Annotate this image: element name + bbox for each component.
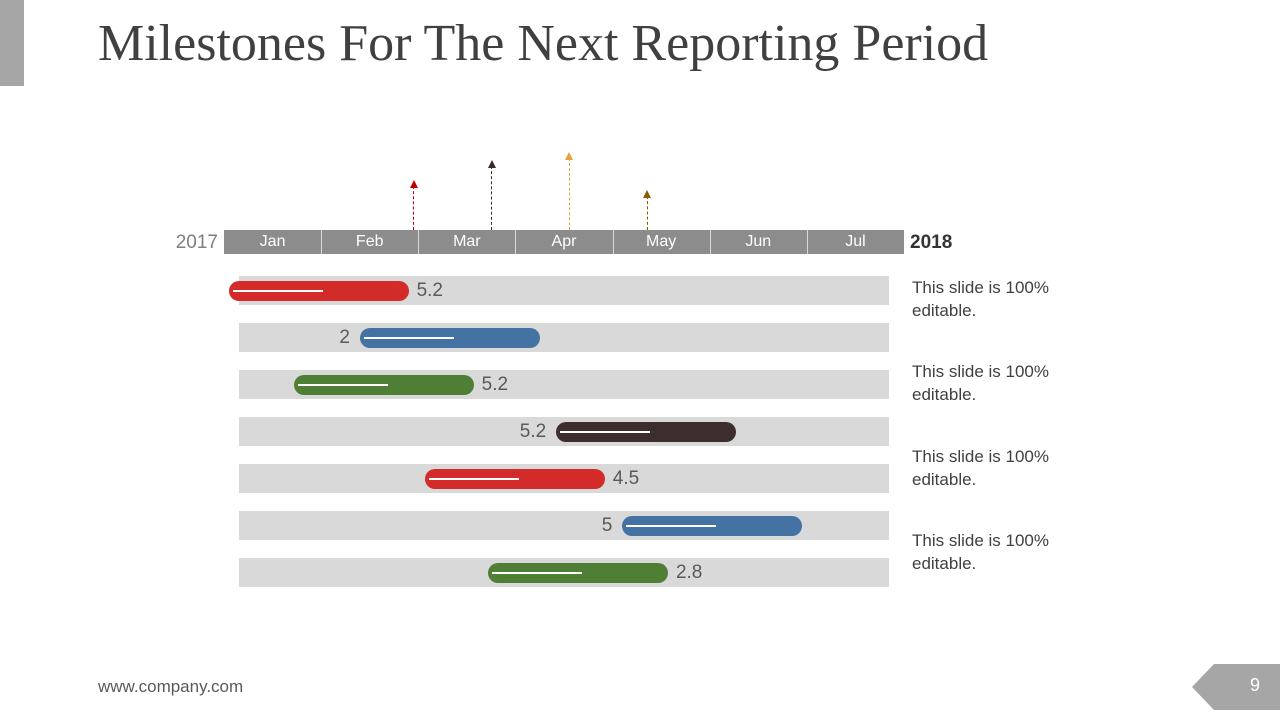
corner-accent-bar [0, 0, 24, 86]
task-progress-line [626, 525, 717, 527]
gantt-task-bar[interactable] [228, 281, 409, 301]
milestone-line-2 [491, 166, 493, 230]
slide-title: Milestones For The Next Reporting Period [98, 15, 989, 72]
task-progress-line [492, 572, 583, 574]
gantt-task-bar[interactable] [556, 422, 736, 442]
year-end-label: 2018 [910, 232, 953, 253]
task-value-label: 2 [339, 327, 350, 348]
month-label-mar: Mar [453, 233, 481, 250]
task-value-label: 5 [601, 515, 613, 536]
milestone-arrow-icon [409, 180, 418, 188]
task-value-label: 5.2 [481, 374, 509, 395]
footer-url[interactable]: www.company.com [98, 677, 244, 696]
gantt-task-bar[interactable] [488, 563, 668, 583]
month-label-jul: Jul [845, 233, 866, 250]
month-label-jun: Jun [745, 233, 772, 250]
task-progress-line [560, 431, 651, 433]
gantt-task-bar[interactable] [622, 516, 802, 536]
month-divider [321, 230, 323, 254]
milestone-arrow-icon [565, 152, 574, 160]
month-divider [806, 230, 808, 254]
milestone-arrow-icon [643, 190, 652, 199]
task-progress-line [232, 290, 323, 292]
month-divider [709, 230, 711, 254]
milestone-arrow-icon [487, 160, 496, 168]
task-value-label: 5.2 [416, 280, 443, 301]
month-divider [418, 230, 420, 254]
month-label-jan: Jan [259, 233, 286, 250]
task-value-label: 2.8 [675, 562, 703, 583]
month-label-feb: Feb [355, 233, 384, 250]
gantt-task-bar[interactable] [425, 469, 605, 489]
gantt-task-bar[interactable] [360, 328, 540, 348]
task-progress-line [364, 337, 454, 339]
month-label-may: May [646, 233, 677, 250]
milestone-line-1 [413, 186, 415, 230]
milestone-line-4 [646, 196, 648, 230]
month-divider [515, 230, 517, 254]
task-progress-line [429, 478, 519, 480]
gantt-track-row [239, 323, 889, 352]
month-divider [612, 230, 614, 254]
page-number: 9 [1249, 675, 1260, 695]
task-progress-line [297, 384, 388, 386]
note-text: This slide is 100% editable. [912, 446, 1050, 489]
month-label-apr: Apr [551, 233, 577, 250]
task-value-label: 4.5 [612, 468, 640, 489]
note-text: This slide is 100% editable. [912, 278, 1050, 320]
note-text: This slide is 100% editable. [912, 362, 1050, 405]
note-text: This slide is 100% editable. [912, 530, 1050, 573]
month-axis: Jan Feb Mar Apr May Jun Jul [224, 230, 904, 254]
milestone-line-3 [568, 158, 570, 230]
gantt-task-bar[interactable] [293, 375, 474, 395]
year-start-label: 2017 [175, 232, 218, 253]
task-value-label: 5.2 [519, 421, 547, 442]
